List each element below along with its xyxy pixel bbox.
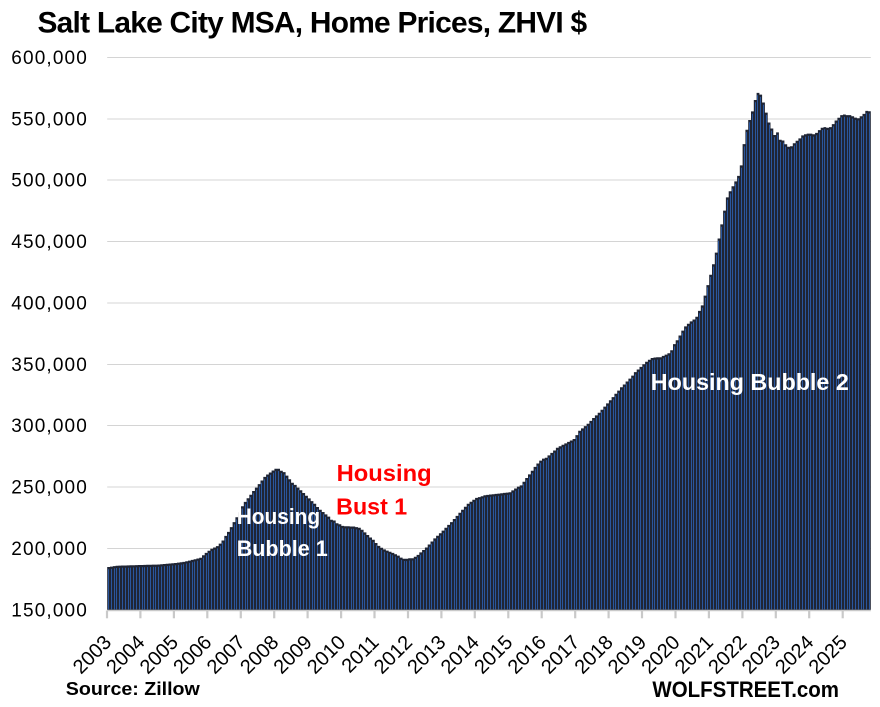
svg-text:Housing: Housing [337, 460, 432, 486]
svg-text:450,000: 450,000 [11, 232, 88, 253]
svg-text:Salt Lake City MSA, Home Price: Salt Lake City MSA, Home Prices, ZHVI $ [38, 7, 588, 40]
svg-text:Bust 1: Bust 1 [336, 493, 407, 519]
svg-text:200,000: 200,000 [11, 539, 88, 560]
svg-text:400,000: 400,000 [11, 293, 88, 314]
svg-text:Housing: Housing [237, 504, 321, 529]
svg-text:150,000: 150,000 [11, 600, 88, 621]
svg-text:Housing Bubble 2: Housing Bubble 2 [651, 369, 849, 395]
svg-text:Bubble 1: Bubble 1 [237, 536, 328, 561]
svg-text:300,000: 300,000 [11, 416, 88, 437]
svg-text:Source: Zillow: Source: Zillow [66, 678, 200, 699]
svg-text:600,000: 600,000 [11, 48, 88, 69]
svg-text:550,000: 550,000 [11, 109, 88, 130]
svg-text:350,000: 350,000 [11, 355, 88, 376]
svg-text:500,000: 500,000 [11, 171, 88, 192]
svg-text:250,000: 250,000 [11, 478, 88, 499]
svg-text:WOLFSTREET.com: WOLFSTREET.com [652, 677, 839, 702]
